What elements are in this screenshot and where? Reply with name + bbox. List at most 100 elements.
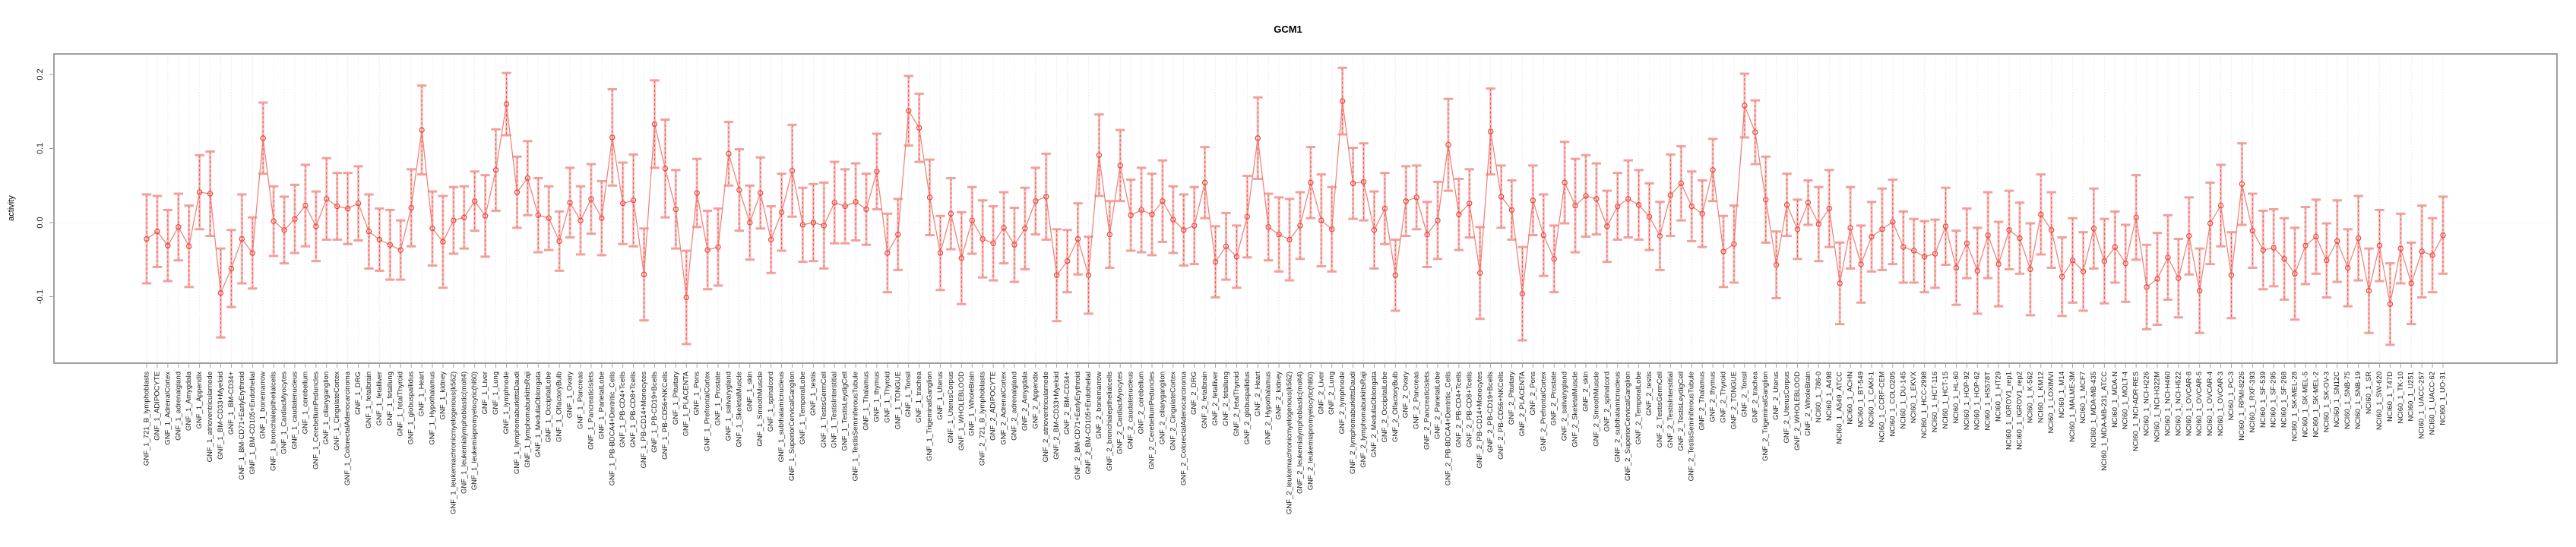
svg-text:NCI60_1_HS578T: NCI60_1_HS578T [1984,372,1992,431]
svg-text:GNF_2_Pons: GNF_2_Pons [1529,372,1537,416]
svg-text:GNF_1_CerebellumPeduncles: GNF_1_CerebellumPeduncles [312,372,320,470]
svg-text:GNF_1_TONGUE: GNF_1_TONGUE [894,372,902,429]
svg-text:NCI60_1_COLO205: NCI60_1_COLO205 [1888,372,1897,437]
svg-text:NCI60_1_EKVX: NCI60_1_EKVX [1910,371,1918,423]
svg-text:GNF_1_TestisSeminiferousTubule: GNF_1_TestisSeminiferousTubule [852,372,860,481]
svg-text:GNF_1_OlfactoryBulb: GNF_1_OlfactoryBulb [555,372,564,442]
svg-text:GNF_1_TestisLeydigCell: GNF_1_TestisLeydigCell [841,372,850,451]
svg-text:GNF_1_Amygdala: GNF_1_Amygdala [185,371,193,431]
svg-text:NCI60_1_SNB-75: NCI60_1_SNB-75 [2343,372,2352,429]
svg-text:GNF_2_PrefrontalCortex: GNF_2_PrefrontalCortex [1540,372,1548,451]
svg-text:GNF_2_SuperiorCervicalGanglion: GNF_2_SuperiorCervicalGanglion [1624,372,1632,481]
svg-text:GNF_2_lymphomaburkittsRaji: GNF_2_lymphomaburkittsRaji [1359,372,1368,468]
svg-text:GNF_2_Prostate: GNF_2_Prostate [1550,372,1559,425]
svg-text:GNF_2_BM-CD33+Myeloid: GNF_2_BM-CD33+Myeloid [1052,372,1061,460]
svg-text:GNF_2_globuspallidus: GNF_2_globuspallidus [1243,372,1252,444]
svg-text:GNF_1_SuperiorCervicalGanglion: GNF_1_SuperiorCervicalGanglion [788,372,796,481]
svg-text:GNF_2_OccipitalLobe: GNF_2_OccipitalLobe [1381,372,1389,442]
svg-text:GNF_2_PB-CD14+Monocytes: GNF_2_PB-CD14+Monocytes [1476,372,1484,469]
svg-text:NCI60_1_OVCAR-4: NCI60_1_OVCAR-4 [2206,372,2214,436]
svg-text:GNF_1_Lung: GNF_1_Lung [492,372,500,415]
svg-text:GNF_2_Uterus: GNF_2_Uterus [1772,372,1780,420]
svg-text:GNF_1_PLACENTA: GNF_1_PLACENTA [682,371,691,436]
svg-text:GNF_1_ADIPOCYTE: GNF_1_ADIPOCYTE [153,372,161,441]
svg-text:GNF_2_DRG: GNF_2_DRG [1190,372,1198,415]
svg-text:GNF_2_lymphnode: GNF_2_lymphnode [1338,372,1347,434]
svg-text:NCI60_1_RPMI-8226: NCI60_1_RPMI-8226 [2238,372,2246,441]
svg-text:GNF_2_ColorectalAdenocarcinoma: GNF_2_ColorectalAdenocarcinoma [1179,371,1188,485]
svg-text:GNF_1_721_B_lymphoblasts: GNF_1_721_B_lymphoblasts [143,372,151,466]
svg-text:GNF_1_adrenalgland: GNF_1_adrenalgland [174,372,182,441]
svg-text:NCI60_1_MCF7: NCI60_1_MCF7 [2079,372,2087,424]
svg-text:NCI60_1_ACHN: NCI60_1_ACHN [1847,372,1855,425]
svg-text:GNF_1_TrigeminalGanglion: GNF_1_TrigeminalGanglion [926,372,934,461]
svg-text:NCI60_1_NCI-H322M: NCI60_1_NCI-H322M [2153,372,2161,442]
svg-text:NCI60_1_HOP-92: NCI60_1_HOP-92 [1963,372,1971,430]
svg-text:NCI60_1_HOP-62: NCI60_1_HOP-62 [1973,372,1982,430]
svg-text:NCI60_1_IGROV1_rep1: NCI60_1_IGROV1_rep1 [2005,372,2014,450]
svg-text:GNF_1_AdrenalCortex: GNF_1_AdrenalCortex [163,372,172,445]
svg-text:GNF_2_BM-CD105+Endothelial: GNF_2_BM-CD105+Endothelial [1084,372,1093,474]
svg-text:GNF_1_MedullaOblongata: GNF_1_MedullaOblongata [534,371,543,457]
svg-text:GNF_2_Hypothalamus: GNF_2_Hypothalamus [1264,372,1273,445]
svg-text:GNF_1_ciliaryganglion: GNF_1_ciliaryganglion [322,372,331,444]
svg-text:GNF_2_PB-CD4+Tcells: GNF_2_PB-CD4+Tcells [1454,372,1463,447]
svg-text:GNF_1_PB-CD19+Bcells: GNF_1_PB-CD19+Bcells [650,372,659,453]
svg-text:GNF_1_Heart: GNF_1_Heart [418,372,426,416]
svg-text:GNF_2_TONGUE: GNF_2_TONGUE [1729,372,1738,429]
svg-text:NCI60_1_IGROV1_rep2: NCI60_1_IGROV1_rep2 [2015,372,2024,450]
svg-text:GNF_1_leukemialymphoblastic(mo: GNF_1_leukemialymphoblastic(molt4) [460,372,468,494]
svg-text:NCI60_1_SK-MEL-5: NCI60_1_SK-MEL-5 [2301,372,2309,438]
svg-text:GNF_2_caudatenucleus: GNF_2_caudatenucleus [1127,372,1135,450]
svg-text:NCI60_1_MDA-MB-435: NCI60_1_MDA-MB-435 [2090,372,2098,447]
svg-text:NCI60_1_NCI-ADR-RES: NCI60_1_NCI-ADR-RES [2132,372,2141,451]
svg-text:GNF_1_PB-CD56+NKCells: GNF_1_PB-CD56+NKCells [661,372,669,460]
svg-text:GNF_1_WholeBrain: GNF_1_WholeBrain [968,372,976,436]
svg-text:GNF_2_UterusCorpus: GNF_2_UterusCorpus [1783,372,1791,444]
svg-text:GNF_2_leukemiapromyelocytic(hl: GNF_2_leukemiapromyelocytic(hl60) [1306,372,1315,490]
svg-text:GNF_1_ColorectalAdenocarcinoma: GNF_1_ColorectalAdenocarcinoma [343,371,352,485]
svg-text:GNF_2_SmoothMuscle: GNF_2_SmoothMuscle [1592,372,1600,447]
svg-text:NCI60_1_OVCAR-5: NCI60_1_OVCAR-5 [2195,372,2204,436]
svg-text:GNF_1_TestisGermCell: GNF_1_TestisGermCell [820,372,828,447]
svg-text:GNF_1_Uterus: GNF_1_Uterus [936,372,945,420]
svg-text:GNF_1_PB-BDCA4+Dentritic_Cells: GNF_1_PB-BDCA4+Dentritic_Cells [608,372,616,485]
svg-text:GNF_2_Ovary: GNF_2_Ovary [1402,372,1410,418]
svg-text:GNF_2_fetalliver: GNF_2_fetalliver [1211,372,1220,425]
svg-text:GNF_1_fetalbrain: GNF_1_fetalbrain [365,372,373,428]
svg-text:GNF_1_Ovary: GNF_1_Ovary [566,372,574,418]
svg-text:GNF_1_PB-CD14+Monocytes: GNF_1_PB-CD14+Monocytes [640,372,648,469]
svg-text:NCI60_1_HCC-2998: NCI60_1_HCC-2998 [1920,372,1929,438]
svg-text:GNF_1_Liver: GNF_1_Liver [481,372,489,415]
svg-text:GNF_2_cerebellum: GNF_2_cerebellum [1138,372,1146,434]
svg-text:NCI60_1_UACC-62: NCI60_1_UACC-62 [2429,372,2437,435]
svg-text:GNF_2_MedullaOblongata: GNF_2_MedullaOblongata [1370,371,1378,457]
svg-text:GNF_1_WHOLEBLOOD: GNF_1_WHOLEBLOOD [957,372,966,451]
svg-text:GNF_2_testis: GNF_2_testis [1645,372,1654,416]
svg-text:GNF_2_subthalamicnucleus: GNF_2_subthalamicnucleus [1613,372,1622,463]
svg-text:NCI60_1_A498: NCI60_1_A498 [1825,372,1834,421]
svg-text:GNF_1_kidney: GNF_1_kidney [438,372,447,420]
svg-text:GNF_1_skin: GNF_1_skin [745,372,754,412]
svg-text:GNF_1_OccipitalLobe: GNF_1_OccipitalLobe [545,372,553,442]
svg-text:NCI60_1_PC-3: NCI60_1_PC-3 [2227,372,2236,420]
svg-text:GNF_1_SmoothMuscle: GNF_1_SmoothMuscle [756,372,764,447]
svg-text:NCI60_1_SW-620: NCI60_1_SW-620 [2375,372,2384,430]
svg-text:NCI60_1_HT29: NCI60_1_HT29 [1995,372,2003,422]
svg-text:NCI60_1_MALME-3M: NCI60_1_MALME-3M [2068,372,2077,442]
svg-text:GNF_2_CardiacMyocytes: GNF_2_CardiacMyocytes [1116,372,1125,454]
svg-text:GNF_2_Lung: GNF_2_Lung [1328,372,1336,415]
svg-text:NCI60_1_UO-31: NCI60_1_UO-31 [2439,372,2448,425]
svg-text:GNF_1_Tonsil: GNF_1_Tonsil [904,372,913,417]
svg-text:NCI60_1_SF-268: NCI60_1_SF-268 [2280,372,2289,428]
svg-text:GNF_2_bronchialepithelialcells: GNF_2_bronchialepithelialcells [1106,372,1114,471]
svg-text:NCI60_1_U251: NCI60_1_U251 [2407,372,2416,422]
svg-text:NCI60_1_RXF-393: NCI60_1_RXF-393 [2248,372,2257,433]
svg-text:NCI60_1_KM12: NCI60_1_KM12 [2036,372,2045,423]
svg-text:NCI60_1_SK-MEL-2: NCI60_1_SK-MEL-2 [2312,372,2320,438]
svg-text:GNF_2_PB-BDCA4+Dentritic_Cells: GNF_2_PB-BDCA4+Dentritic_Cells [1444,372,1452,485]
svg-text:GNF_1_Pituitary: GNF_1_Pituitary [672,372,680,425]
svg-text:GNF_2_kidney: GNF_2_kidney [1275,372,1283,420]
svg-text:GNF_1_ParietalLobe: GNF_1_ParietalLobe [597,372,606,439]
svg-text:GNF_1_spinalcord: GNF_1_spinalcord [767,372,775,432]
